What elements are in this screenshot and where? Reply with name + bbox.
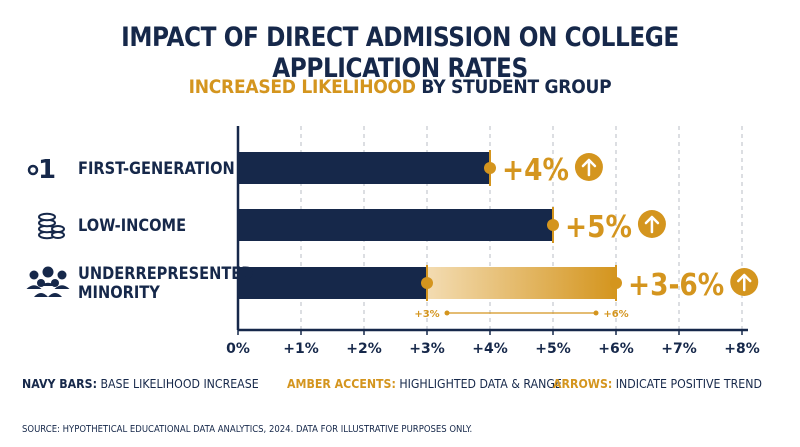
people-group-icon (51, 279, 59, 287)
x-tick-label: +6% (598, 341, 634, 357)
range-annotation-dot (444, 310, 450, 316)
category-label-low-income: LOW-INCOME (78, 215, 186, 235)
legend-item-navy-bars: NAVY BARS: BASE LIKELIHOOD INCREASE (22, 376, 259, 391)
category-label-first-generation: FIRST-GENERATION (78, 158, 235, 178)
bar-end-dot (484, 162, 496, 174)
bar-end-dot (547, 219, 559, 231)
x-tick-label: +3% (409, 341, 445, 357)
category-label-underrepresented-minority: UNDERREPRESENTED MINORITY (78, 263, 253, 302)
data-label: +5% (565, 209, 632, 244)
legend-key: NAVY BARS: (22, 376, 97, 391)
x-tick-label: +4% (472, 341, 508, 357)
legend-text: HIGHLIGHTED DATA & RANGE (395, 376, 562, 391)
range-high-label: +6% (603, 309, 628, 320)
range-low-label: +3% (414, 309, 439, 320)
range-start-dot (421, 277, 433, 289)
legend-key: AMBER ACCENTS: (287, 376, 396, 391)
data-label: +4% (502, 152, 569, 187)
up-arrow-glyph (736, 273, 752, 292)
source-note: SOURCE: HYPOTHETICAL EDUCATIONAL DATA AN… (22, 424, 473, 435)
number-one-icon (27, 164, 39, 176)
subtitle-rest: BY STUDENT GROUP (415, 76, 612, 98)
bar-end-dot (610, 277, 622, 289)
x-tick-label: +5% (535, 341, 571, 357)
people-group-icon (37, 279, 45, 287)
legend-item-arrows: ARROWS: INDICATE POSITIVE TREND (553, 376, 762, 391)
up-arrow-glyph (581, 158, 597, 177)
legend-key: ARROWS: (553, 376, 613, 391)
chart-title: IMPACT OF DIRECT ADMISSION ON COLLEGE AP… (121, 22, 679, 84)
coin-stack-icon (38, 212, 56, 222)
people-group-icon (29, 270, 39, 280)
people-group-icon (26, 285, 42, 289)
legend-text: INDICATE POSITIVE TREND (612, 376, 762, 391)
people-group-icon (42, 266, 54, 278)
x-tick-label: +2% (346, 341, 382, 357)
number-one-glyph: 1 (38, 155, 56, 185)
subtitle-highlight: INCREASED LIKELIHOOD (188, 76, 416, 98)
bar-base (239, 267, 427, 299)
bar-base (239, 152, 490, 184)
bar-base (239, 209, 553, 241)
people-group-icon (57, 270, 67, 280)
x-tick-label: +7% (661, 341, 697, 357)
range-annotation-dot (593, 310, 599, 316)
people-group-icon (48, 293, 62, 297)
bar-range (427, 267, 616, 299)
data-label: +3-6% (628, 267, 724, 302)
people-group-icon (54, 285, 70, 289)
people-group-icon (34, 293, 48, 297)
chart-subtitle: INCREASED LIKELIHOOD BY STUDENT GROUP (40, 76, 760, 98)
x-tick-label: +8% (724, 341, 760, 357)
coin-stack-icon (51, 225, 65, 233)
legend-item-amber-accents: AMBER ACCENTS: HIGHLIGHTED DATA & RANGE (287, 376, 562, 391)
legend-text: BASE LIKELIHOOD INCREASE (96, 376, 259, 391)
x-tick-label: 0% (226, 341, 250, 357)
up-arrow-glyph (644, 215, 660, 234)
x-tick-label: +1% (283, 341, 319, 357)
